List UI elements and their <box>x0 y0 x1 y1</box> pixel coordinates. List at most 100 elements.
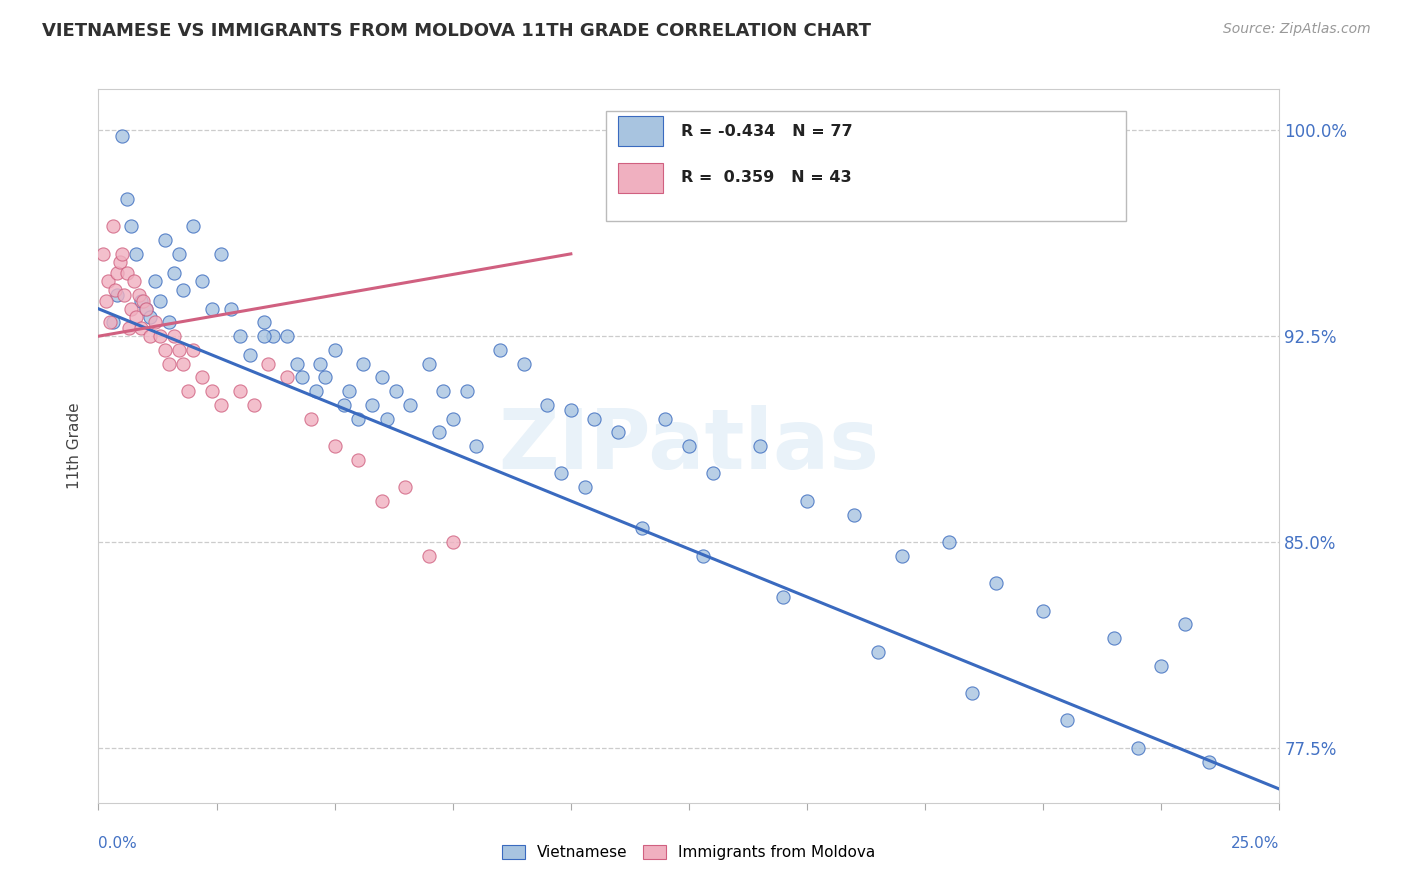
Point <box>243 398 266 412</box>
FancyBboxPatch shape <box>606 111 1126 221</box>
Point <box>583 411 606 425</box>
Text: 25.0%: 25.0% <box>1232 836 1279 851</box>
Point <box>796 494 818 508</box>
Point <box>201 301 224 316</box>
Point <box>257 357 280 371</box>
Point <box>111 247 134 261</box>
Point <box>229 384 252 398</box>
Point <box>239 348 262 362</box>
Point <box>181 219 204 234</box>
Point <box>337 384 360 398</box>
Point <box>1032 604 1054 618</box>
Point <box>177 384 200 398</box>
Point <box>1102 631 1125 645</box>
Bar <box>619 162 664 193</box>
Point <box>98 316 121 330</box>
Point <box>111 128 134 143</box>
Point <box>91 247 114 261</box>
Point <box>219 301 242 316</box>
Point <box>427 425 450 440</box>
Point <box>172 283 194 297</box>
Point <box>149 293 172 308</box>
Point <box>844 508 866 522</box>
Point <box>692 549 714 563</box>
Point <box>441 411 464 425</box>
Point <box>153 233 176 247</box>
Point <box>172 357 194 371</box>
Point <box>1198 755 1220 769</box>
Point <box>105 266 128 280</box>
Point <box>105 288 128 302</box>
Point <box>121 219 143 234</box>
Point <box>938 535 960 549</box>
Point <box>385 384 408 398</box>
Point <box>191 274 214 288</box>
Point <box>118 321 141 335</box>
Legend: Vietnamese, Immigrants from Moldova: Vietnamese, Immigrants from Moldova <box>496 839 882 866</box>
Point <box>143 274 166 288</box>
Point <box>678 439 700 453</box>
Point <box>1056 714 1078 728</box>
Point <box>630 521 652 535</box>
Point <box>121 301 143 316</box>
Point <box>181 343 204 357</box>
Point <box>456 384 478 398</box>
Point <box>607 425 630 440</box>
Point <box>654 411 676 425</box>
Text: 0.0%: 0.0% <box>98 836 138 851</box>
Point <box>122 274 145 288</box>
Point <box>290 370 312 384</box>
Point <box>115 192 138 206</box>
Point <box>866 645 889 659</box>
Point <box>135 301 157 316</box>
Point <box>314 370 336 384</box>
Point <box>432 384 454 398</box>
Point <box>157 357 180 371</box>
Point <box>702 467 724 481</box>
Point <box>299 411 322 425</box>
Point <box>167 343 190 357</box>
Point <box>465 439 488 453</box>
Text: VIETNAMESE VS IMMIGRANTS FROM MOLDOVA 11TH GRADE CORRELATION CHART: VIETNAMESE VS IMMIGRANTS FROM MOLDOVA 11… <box>42 22 872 40</box>
Point <box>371 370 394 384</box>
Point <box>347 452 370 467</box>
Point <box>253 329 276 343</box>
Point <box>139 310 162 324</box>
Text: R =  0.359   N = 43: R = 0.359 N = 43 <box>681 170 851 186</box>
Point <box>536 398 558 412</box>
Point <box>399 398 422 412</box>
Point <box>128 288 150 302</box>
Point <box>285 357 308 371</box>
Point <box>748 439 770 453</box>
Point <box>108 255 131 269</box>
Point <box>333 398 356 412</box>
Point <box>441 535 464 549</box>
Point <box>560 403 582 417</box>
Point <box>253 316 276 330</box>
Point <box>550 467 572 481</box>
Point <box>104 283 127 297</box>
Point <box>125 310 148 324</box>
Point <box>132 293 155 308</box>
Point <box>101 219 124 234</box>
Point <box>143 316 166 330</box>
Point <box>163 329 186 343</box>
Point <box>984 576 1007 591</box>
Point <box>125 247 148 261</box>
Point <box>163 266 186 280</box>
Point <box>323 439 346 453</box>
Point <box>139 329 162 343</box>
Point <box>418 357 440 371</box>
Point <box>115 266 138 280</box>
Point <box>772 590 794 604</box>
Point <box>347 411 370 425</box>
Point <box>1150 658 1173 673</box>
Point <box>890 549 912 563</box>
Point <box>167 247 190 261</box>
Point <box>361 398 384 412</box>
Point <box>229 329 252 343</box>
Point <box>418 549 440 563</box>
Point <box>129 321 152 335</box>
Point <box>97 274 120 288</box>
Point <box>94 293 117 308</box>
